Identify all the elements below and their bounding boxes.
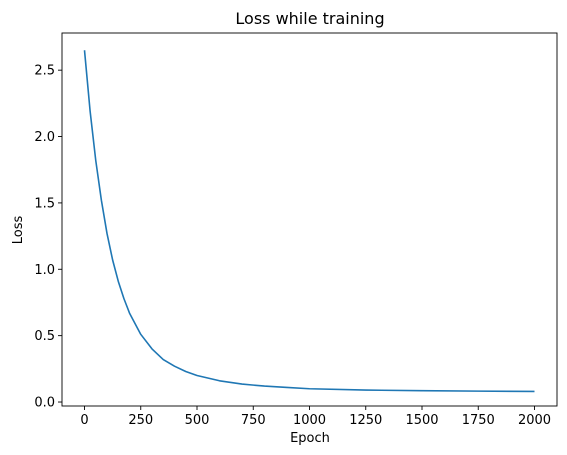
loss-line-series-0: [83, 50, 535, 393]
x-tick-label: 1750: [462, 413, 495, 428]
x-tick-label: 750: [241, 413, 266, 428]
y-tick-label: 1.5: [34, 196, 55, 211]
x-tick-label: 1250: [349, 413, 382, 428]
chart-title: Loss while training: [235, 9, 384, 28]
x-tick-label: 2000: [518, 413, 551, 428]
plot-area: [83, 50, 535, 393]
y-tick-label: 0.0: [34, 396, 55, 411]
plot-frame: [61, 32, 558, 407]
y-tick-label: 2.5: [34, 64, 55, 79]
x-tick-label: 1500: [405, 413, 438, 428]
x-tick-label: 250: [128, 413, 153, 428]
axes: 0 250 500 750 1000 1250 1500 1750 2000 0.0 0.5 1.0 1…: [34, 32, 558, 428]
x-tick-label: 500: [185, 413, 210, 428]
y-tick-label: 0.5: [34, 329, 55, 344]
x-axis-label: Epoch: [290, 431, 330, 446]
x-tick-label: 1000: [293, 413, 326, 428]
x-tick-label: 0: [80, 413, 88, 428]
y-tick-label: 2.0: [34, 130, 55, 145]
y-tick-label: 1.0: [34, 263, 55, 278]
y-axis-label: Loss: [11, 216, 26, 245]
